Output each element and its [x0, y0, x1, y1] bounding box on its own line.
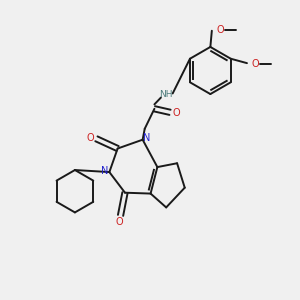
Text: O: O: [86, 133, 94, 143]
Text: O: O: [216, 25, 224, 35]
Text: NH: NH: [159, 90, 173, 99]
Text: O: O: [173, 108, 180, 118]
Text: O: O: [251, 59, 259, 69]
Text: N: N: [143, 133, 150, 142]
Text: N: N: [101, 167, 108, 176]
Text: O: O: [116, 217, 123, 227]
